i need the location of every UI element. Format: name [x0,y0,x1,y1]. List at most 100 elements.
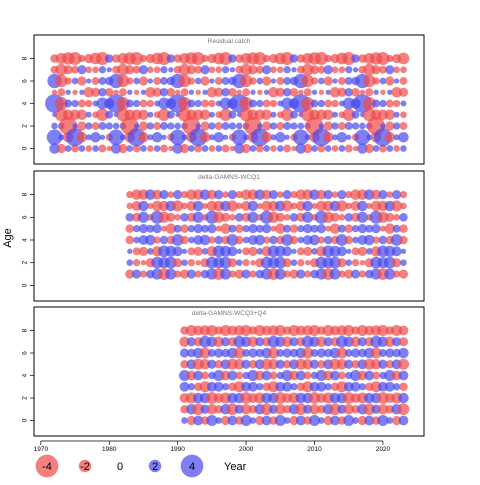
residual-bubble [112,122,120,130]
residual-bubble [343,404,354,415]
residual-bubble [132,144,141,153]
residual-bubble [250,260,256,266]
residual-bubble [323,76,333,86]
residual-bubble [391,200,403,212]
residual-bubble [145,234,156,246]
residual-bubble [199,189,211,200]
residual-bubble [336,132,348,143]
residual-bubble [344,235,354,245]
residual-bubble [248,246,258,256]
residual-bubble [317,236,326,244]
residual-bubble [383,256,396,269]
residual-bubble [248,359,258,369]
residual-bubble [263,89,270,95]
residual-bubble [181,202,188,210]
residual-bubble [281,234,294,246]
residual-bubble [262,54,271,63]
residual-bubble [399,224,408,233]
residual-bubble [178,369,191,382]
residual-bubble [302,359,313,370]
residual-bubble [276,122,285,130]
residual-bubble [350,369,362,382]
residual-bubble [151,132,163,143]
residual-bubble [275,381,286,392]
residual-bubble [228,87,237,97]
residual-bubble [295,370,306,381]
residual-bubble [318,89,325,95]
y-tick-label: 6 [22,351,29,355]
y-tick-label: 6 [22,215,29,219]
residual-bubble [195,89,201,95]
residual-bubble [391,370,402,381]
residual-bubble [85,134,92,141]
residual-bubble [228,224,237,233]
residual-bubble [220,245,232,257]
residual-bubble [295,415,306,426]
residual-bubble [169,129,186,146]
y-tick-label: 4 [22,238,29,242]
residual-bubble [185,324,197,337]
residual-bubble [138,65,149,75]
residual-bubble [384,369,396,382]
residual-bubble [242,247,251,256]
residual-bubble [153,145,161,152]
residual-bubble [370,347,382,359]
chart-panel: delta-GAMNS-WCQ3+Q4 0 2 4 6 8 [22,306,425,437]
residual-bubble [178,74,191,88]
residual-bubble [371,65,381,75]
residual-bubble [91,77,100,85]
residual-bubble [261,370,272,381]
residual-bubble [181,248,188,255]
residual-bubble [337,224,346,233]
residual-bubble [174,213,182,221]
residual-bubble [68,51,82,66]
residual-bubble [160,66,168,74]
residual-bubble [351,110,360,119]
residual-bubble [187,259,196,267]
residual-bubble [337,371,346,380]
residual-bubble [357,370,368,381]
y-tick-label: 2 [22,124,29,128]
residual-bubble [234,359,245,370]
residual-bubble [132,99,141,108]
residual-bubble [275,87,285,97]
residual-bubble [126,190,134,199]
residual-bubble [290,202,298,210]
residual-bubble [76,132,88,143]
residual-bubble [366,202,373,209]
residual-bubble [159,190,169,200]
residual-bubble [399,235,408,245]
x-tick-label: 1980 [102,446,117,453]
residual-bubble [351,359,360,369]
residual-bubble [378,235,388,245]
residual-bubble [241,143,251,154]
residual-bubble [275,223,286,234]
residual-bubble [77,99,86,108]
residual-bubble [283,213,291,221]
residual-bubble [227,246,238,257]
residual-bubble [195,123,201,129]
residual-bubble [310,349,319,357]
residual-bubble [209,78,215,84]
residual-bubble [159,235,169,245]
residual-bubble [193,415,204,426]
residual-bubble [253,51,267,66]
residual-bubble [270,225,277,232]
residual-bubble [229,67,236,73]
residual-bubble [351,54,360,63]
residual-bubble [357,143,368,154]
residual-bubble [323,190,333,200]
x-tick-label: 2000 [239,446,254,453]
residual-bubble [392,258,402,268]
residual-bubble [233,347,245,359]
residual-bubble [290,383,298,391]
residual-bubble [201,145,209,152]
residual-bubble [195,260,201,266]
residual-bubble [366,134,373,141]
residual-bubble [255,224,264,233]
residual-bubble [379,77,387,85]
residual-bubble [125,99,134,108]
residual-bubble [201,224,210,233]
residual-bubble [325,225,332,232]
